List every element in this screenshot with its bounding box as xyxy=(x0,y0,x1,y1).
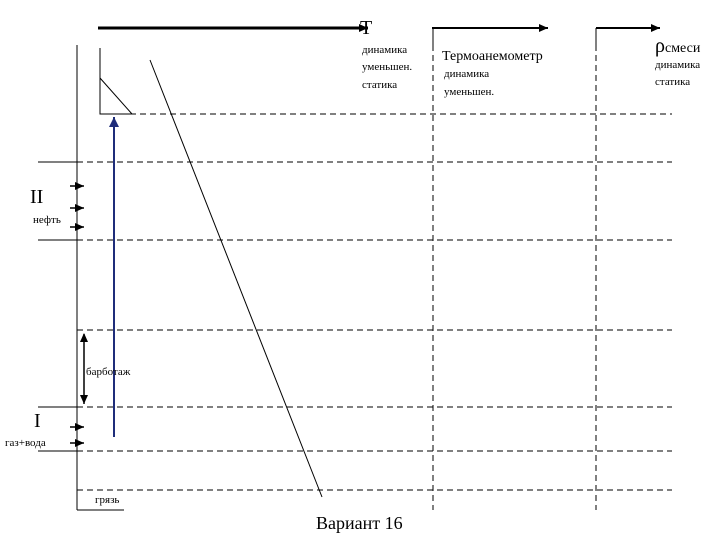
rho-dynamic-label: динамика xyxy=(655,59,701,71)
zone-one-label: газ+вода xyxy=(5,437,46,449)
zone-two-label: нефть xyxy=(33,214,61,226)
rho-symbol: ρ xyxy=(655,35,665,57)
dashed-grid xyxy=(77,45,672,510)
temperature-static-slope xyxy=(99,77,133,115)
rho-symbol-label: ρсмеси xyxy=(655,35,700,58)
dirt-label: грязь xyxy=(95,494,120,506)
t-dynamic-label: динамика xyxy=(362,44,408,56)
rho-subscript: смеси xyxy=(664,41,701,56)
temperature-static-curve xyxy=(99,48,132,115)
bubbling-label: барботаж xyxy=(86,366,131,378)
zone-one-numeral: I xyxy=(34,410,41,432)
zone-two-numeral: II xyxy=(30,186,44,208)
t-axis-label: T xyxy=(360,17,373,39)
temperature-dynamic-curve xyxy=(149,59,323,498)
variant-label: Вариант 16 xyxy=(316,513,403,533)
thermoanemometer-label: Термоанемометр xyxy=(442,49,543,64)
thermo-dynamic-label: динамика xyxy=(444,68,490,80)
t-static-label: статика xyxy=(362,79,398,91)
rho-static-label: статика xyxy=(655,76,691,88)
t-reduced-label: уменьшен. xyxy=(362,61,413,73)
thermo-reduced-label: уменьшен. xyxy=(444,86,495,98)
